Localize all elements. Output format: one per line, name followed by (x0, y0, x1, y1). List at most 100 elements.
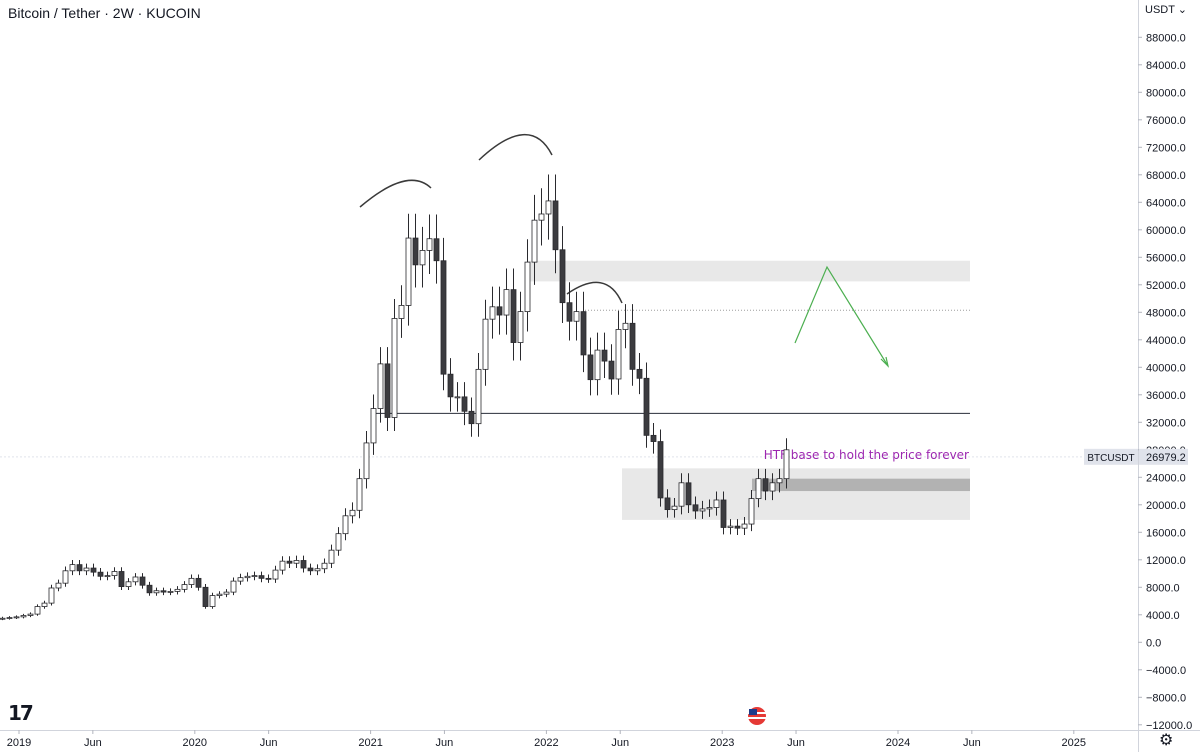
candle[interactable] (615, 310, 622, 395)
candle[interactable] (727, 519, 734, 535)
candle[interactable] (741, 516, 748, 536)
candle[interactable] (706, 499, 713, 517)
candle[interactable] (349, 502, 356, 524)
candle[interactable] (671, 498, 678, 518)
candle[interactable] (286, 556, 293, 568)
candle[interactable] (594, 332, 601, 396)
candle[interactable] (153, 587, 160, 596)
candle[interactable] (328, 544, 335, 568)
candle[interactable] (622, 304, 629, 349)
peak-arc-1[interactable] (359, 179, 432, 208)
candle[interactable] (629, 304, 636, 386)
candle[interactable] (748, 489, 755, 532)
candle[interactable] (503, 268, 510, 335)
candle[interactable] (6, 616, 13, 620)
candle[interactable] (377, 347, 384, 423)
candle[interactable] (20, 613, 27, 619)
candle[interactable] (111, 567, 118, 580)
candle[interactable] (440, 237, 447, 391)
candle[interactable] (146, 581, 153, 596)
candle[interactable] (398, 285, 405, 338)
us-flag-icon[interactable] (744, 706, 770, 726)
candle[interactable] (307, 563, 314, 576)
candle[interactable] (216, 591, 223, 599)
candle[interactable] (573, 291, 580, 341)
candle[interactable] (125, 578, 132, 590)
candle[interactable] (55, 579, 62, 592)
candle[interactable] (118, 567, 125, 590)
candle[interactable] (244, 572, 251, 582)
candle[interactable] (265, 574, 272, 583)
candle[interactable] (566, 282, 573, 341)
candle[interactable] (139, 573, 146, 589)
candle[interactable] (587, 337, 594, 396)
last-price-badge[interactable]: BTCUSDT 26979.2 (1084, 448, 1188, 465)
candle[interactable] (335, 527, 342, 556)
candle[interactable] (258, 571, 265, 583)
candle[interactable] (384, 347, 391, 431)
candle[interactable] (27, 612, 34, 618)
candle[interactable] (468, 397, 475, 437)
candle[interactable] (356, 468, 363, 519)
candle[interactable] (517, 291, 524, 361)
candle[interactable] (272, 565, 279, 583)
candle[interactable] (454, 382, 461, 412)
resistance-zone[interactable] (528, 260, 970, 282)
candle[interactable] (181, 581, 188, 593)
candle[interactable] (132, 573, 139, 586)
candle[interactable] (496, 286, 503, 335)
candle[interactable] (62, 566, 69, 587)
candle[interactable] (0, 616, 6, 621)
candle[interactable] (76, 559, 83, 576)
candle[interactable] (391, 299, 398, 431)
candle[interactable] (104, 571, 111, 581)
candle[interactable] (195, 574, 202, 591)
candle[interactable] (419, 226, 426, 288)
candle[interactable] (13, 615, 20, 620)
candle[interactable] (447, 358, 454, 412)
candle[interactable] (678, 473, 685, 515)
candle[interactable] (713, 491, 720, 516)
candle[interactable] (538, 188, 545, 246)
candle[interactable] (405, 213, 412, 326)
candle[interactable] (426, 214, 433, 274)
currency-selector[interactable]: USDT ⌄ (1145, 4, 1188, 16)
candle[interactable] (783, 438, 790, 489)
candle[interactable] (160, 587, 167, 596)
candle[interactable] (202, 584, 209, 609)
candle[interactable] (461, 382, 468, 426)
candle[interactable] (321, 558, 328, 574)
candle[interactable] (251, 571, 258, 581)
candle[interactable] (363, 430, 370, 489)
candle[interactable] (510, 268, 517, 361)
candle[interactable] (279, 556, 286, 575)
candle[interactable] (601, 332, 608, 378)
candle[interactable] (559, 226, 566, 324)
candle[interactable] (342, 508, 349, 541)
candle[interactable] (69, 559, 76, 576)
candle[interactable] (41, 600, 48, 609)
candle[interactable] (699, 500, 706, 519)
candle[interactable] (370, 394, 377, 455)
candle[interactable] (237, 573, 244, 585)
candle[interactable] (755, 468, 762, 508)
candle[interactable] (664, 489, 671, 518)
candle[interactable] (167, 588, 174, 596)
candle[interactable] (734, 519, 741, 536)
candle[interactable] (776, 468, 783, 493)
candle[interactable] (209, 592, 216, 609)
annotation-htf-base[interactable]: HTF base to hold the price forever (764, 448, 969, 462)
candle[interactable] (531, 194, 538, 285)
candle[interactable] (412, 213, 419, 288)
candle[interactable] (482, 299, 489, 386)
candle[interactable] (762, 468, 769, 501)
tradingview-logo-icon[interactable]: 17 (8, 701, 34, 725)
candle[interactable] (545, 174, 552, 240)
candle[interactable] (636, 352, 643, 395)
candle[interactable] (769, 473, 776, 501)
projection-path[interactable] (794, 265, 889, 367)
candle[interactable] (580, 291, 587, 373)
candle[interactable] (650, 422, 657, 454)
candle[interactable] (685, 473, 692, 514)
